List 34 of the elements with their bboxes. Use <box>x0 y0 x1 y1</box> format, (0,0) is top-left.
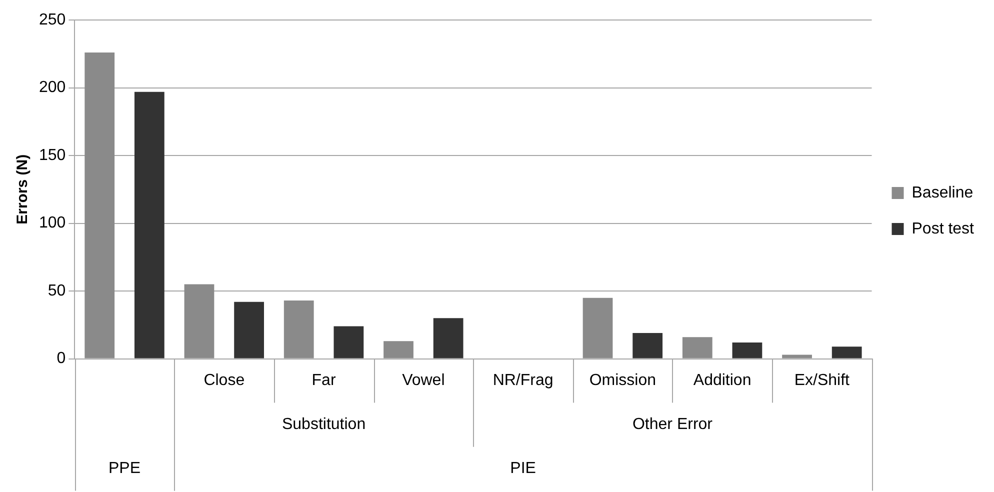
y-tick-label: 200 <box>38 79 66 96</box>
y-tick-label: 0 <box>56 350 66 368</box>
bar <box>284 300 314 358</box>
bar <box>234 302 264 358</box>
x-tick-label: Vowel <box>402 372 445 389</box>
x-tick-label: NR/Frag <box>492 372 554 389</box>
text: Other Error <box>632 416 714 434</box>
y-tick-label: 50 <box>48 282 66 300</box>
legend-label: Baseline <box>912 184 974 202</box>
bar <box>632 333 663 358</box>
text: PPE <box>108 460 141 478</box>
x-tick-label: Far <box>312 372 336 389</box>
bar <box>134 92 164 358</box>
y-tick-label: 150 <box>38 146 66 164</box>
bar <box>682 337 712 358</box>
bar <box>84 52 115 358</box>
x-tick-label: Ex/Shift <box>794 372 850 389</box>
legend-label: Post test <box>912 220 975 238</box>
y-tick-label: 100 <box>38 214 66 232</box>
bar <box>334 326 364 358</box>
y-tick-label: 250 <box>38 11 66 28</box>
x-tick-label: Close <box>204 372 245 389</box>
bar <box>433 318 464 358</box>
bar <box>782 354 812 358</box>
x-tick-label: Omission <box>589 372 656 389</box>
y-axis-title: Errors (N) <box>14 154 32 224</box>
bar <box>732 342 762 358</box>
x-tick-label: Addition <box>693 372 752 389</box>
text: PIE <box>510 460 536 478</box>
bar <box>184 284 214 358</box>
text: Substitution <box>282 416 366 434</box>
bar <box>832 346 862 358</box>
bar <box>384 341 414 358</box>
bar <box>582 298 613 358</box>
